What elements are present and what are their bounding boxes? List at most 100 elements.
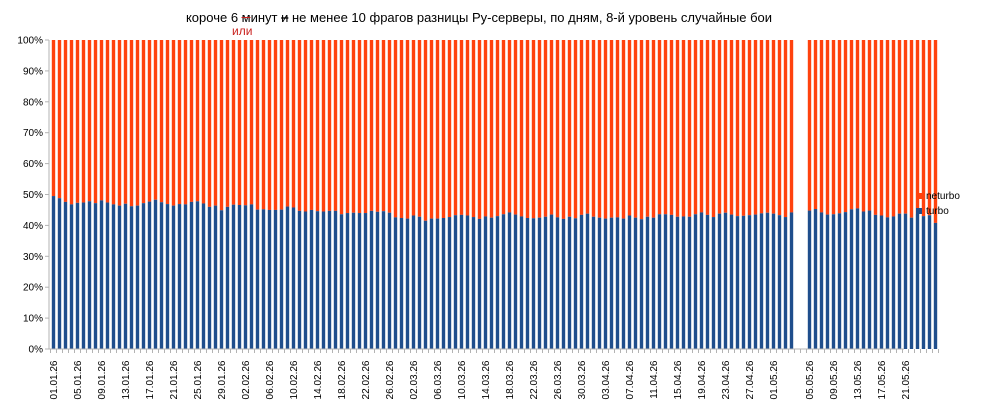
bar-neturbo <box>225 40 230 207</box>
legend-label-neturbo: neturbo <box>926 191 960 202</box>
bar-neturbo <box>231 40 236 205</box>
bar-neturbo <box>579 40 584 215</box>
bar-neturbo <box>621 40 626 219</box>
legend-swatch-neturbo <box>916 193 922 199</box>
bar-neturbo <box>219 40 224 211</box>
bar-turbo <box>351 212 356 349</box>
bar-neturbo <box>789 40 794 213</box>
bar-turbo <box>819 212 824 349</box>
bar-neturbo <box>309 40 314 210</box>
bar-turbo <box>381 211 386 349</box>
bar-turbo <box>363 213 368 349</box>
bar-turbo <box>147 201 152 349</box>
bar-turbo <box>63 201 68 349</box>
bar-turbo <box>429 218 434 349</box>
bar-turbo <box>723 212 728 349</box>
bar-neturbo <box>321 40 326 212</box>
bar-turbo <box>861 211 866 349</box>
bar-neturbo <box>837 40 842 214</box>
bar-neturbo <box>783 40 788 218</box>
bar-neturbo <box>303 40 308 212</box>
bar-neturbo <box>207 40 212 207</box>
bar-turbo <box>483 216 488 349</box>
bar-turbo <box>153 199 158 349</box>
x-tick-label: 14.03.26 <box>481 360 492 399</box>
bar-turbo <box>597 217 602 349</box>
bar-neturbo <box>693 40 698 215</box>
x-tick-label: 21.01.26 <box>169 360 180 399</box>
x-tick-label: 22.02.26 <box>361 360 372 399</box>
bar-neturbo <box>87 40 92 202</box>
x-tick-label: 27.04.26 <box>745 360 756 399</box>
bar-neturbo <box>729 40 734 215</box>
x-tick-label: 18.02.26 <box>337 360 348 399</box>
bar-neturbo <box>843 40 848 213</box>
x-tick-label: 29.01.26 <box>217 360 228 399</box>
chart-title-struck-word: и <box>281 10 288 25</box>
bar-turbo <box>375 211 380 349</box>
chart-title-part-2: не менее 10 фрагов разницы Ру-серверы, п… <box>288 10 772 25</box>
bar-neturbo <box>681 40 686 217</box>
bar-neturbo <box>825 40 830 215</box>
bar-neturbo <box>129 40 134 207</box>
bar-neturbo <box>255 40 260 210</box>
bar-turbo <box>555 217 560 349</box>
bar-neturbo <box>687 40 692 217</box>
bar-turbo <box>921 216 926 349</box>
bar-neturbo <box>885 40 890 218</box>
x-tick-label: 13.01.26 <box>121 360 132 399</box>
bar-turbo <box>123 203 128 349</box>
bar-neturbo <box>345 40 350 214</box>
bar-neturbo <box>165 40 170 205</box>
bar-turbo <box>537 217 542 349</box>
bar-turbo <box>831 214 836 349</box>
bar-turbo <box>333 210 338 349</box>
bar-turbo <box>273 209 278 349</box>
bar-neturbo <box>861 40 866 212</box>
bar-turbo <box>213 205 218 349</box>
bar-turbo <box>729 214 734 349</box>
x-tick-label: 10.02.26 <box>289 360 300 399</box>
bar-turbo <box>609 217 614 349</box>
bar-neturbo <box>369 40 374 211</box>
bar-turbo <box>759 213 764 349</box>
bar-turbo <box>933 222 938 349</box>
bar-turbo <box>477 218 482 349</box>
x-tick-label: 02.03.26 <box>409 360 420 399</box>
bar-turbo <box>141 203 146 349</box>
bar-turbo <box>705 214 710 349</box>
bar-neturbo <box>903 40 908 214</box>
x-tick-label: 07.04.26 <box>625 360 636 399</box>
bar-neturbo <box>705 40 710 215</box>
bar-turbo <box>771 213 776 349</box>
bar-neturbo <box>873 40 878 215</box>
bar-turbo <box>285 206 290 349</box>
chart-title-part-1: короче 6 минут <box>186 10 281 25</box>
bar-neturbo <box>921 40 926 217</box>
x-tick-label: 06.03.26 <box>433 360 444 399</box>
bar-neturbo <box>585 40 590 214</box>
bar-neturbo <box>195 40 200 202</box>
bar-turbo <box>465 215 470 349</box>
bar-neturbo <box>753 40 758 215</box>
bar-turbo <box>507 212 512 349</box>
bar-turbo <box>813 209 818 349</box>
bar-turbo <box>915 213 920 349</box>
bar-turbo <box>591 216 596 349</box>
x-tick-label: 13.05.26 <box>853 360 864 399</box>
bar-neturbo <box>183 40 188 205</box>
bar-neturbo <box>339 40 344 215</box>
x-tick-label: 10.03.26 <box>457 360 468 399</box>
bar-neturbo <box>645 40 650 217</box>
y-tick-label: 40% <box>23 221 43 232</box>
y-tick-label: 0% <box>29 345 44 356</box>
bar-neturbo <box>549 40 554 215</box>
bar-neturbo <box>711 40 716 218</box>
bar-neturbo <box>867 40 872 211</box>
bar-neturbo <box>411 40 416 216</box>
bar-turbo <box>627 215 632 349</box>
bar-turbo <box>321 211 326 349</box>
bar-neturbo <box>615 40 620 218</box>
bar-turbo <box>789 212 794 349</box>
bar-turbo <box>567 216 572 349</box>
